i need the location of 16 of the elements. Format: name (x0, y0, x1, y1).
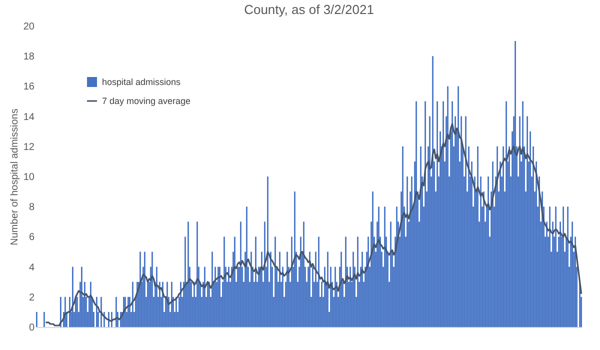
y-tick-label: 18 (23, 52, 35, 63)
y-tick-label: 16 (23, 82, 35, 93)
y-tick-label: 2 (28, 292, 35, 304)
y-tick-label: 4 (28, 262, 35, 274)
y-tick-label: 10 (23, 172, 35, 183)
y-tick-label: 12 (23, 142, 35, 153)
legend-label: hospital admissions (102, 77, 182, 87)
y-axis-title: Number of hospital admissions (9, 108, 20, 246)
y-tick-label: 8 (28, 202, 35, 214)
y-tick-label: 14 (23, 112, 35, 123)
line-series (44, 123, 582, 326)
legend-label: 7 day moving average (102, 96, 191, 106)
y-tick-label: 0 (28, 322, 35, 334)
y-tick-label: 6 (28, 232, 35, 244)
chart-title: County, as of 3/2/2021 (244, 2, 374, 17)
y-tick-label: 20 (23, 22, 35, 32)
